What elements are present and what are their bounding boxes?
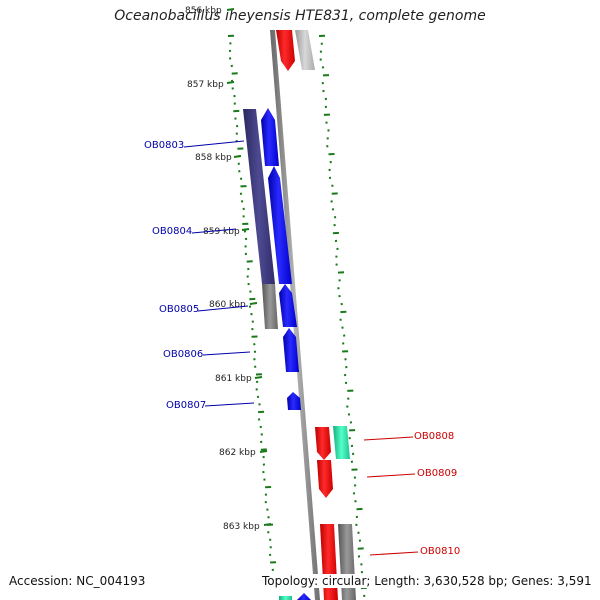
kbp-tick-856 <box>226 8 235 11</box>
gc-skew-track-right <box>318 34 367 597</box>
position-ticks: 856 kbp 857 kbp 858 kbp 859 kbp 860 kbp … <box>185 6 272 532</box>
gene-label-ob0804[interactable]: OB0804 <box>152 226 192 237</box>
kbp-tick-860 <box>249 302 258 305</box>
leader-line-ob0809 <box>366 473 416 478</box>
kbp-label-863: 863 kbp <box>223 522 260 532</box>
kbp-label-857: 857 kbp <box>187 80 224 90</box>
kbp-tick-858 <box>233 155 242 158</box>
leader-line-ob0804 <box>191 228 237 234</box>
gc-skew-track-left <box>227 34 277 571</box>
kbp-label-856: 856 kbp <box>185 6 222 16</box>
gene-arrow-top-red[interactable] <box>276 30 295 71</box>
leader-line-ob0810 <box>369 551 419 556</box>
cog-bar-ob0803-ob0804 <box>243 109 275 284</box>
kbp-tick-862 <box>259 450 268 453</box>
kbp-label-861: 861 kbp <box>215 374 252 384</box>
gene-arrow-ob0804[interactable] <box>268 166 292 284</box>
gene-arrow-ob0807[interactable] <box>287 392 301 410</box>
leader-line-ob0808 <box>363 436 414 441</box>
kbp-tick-857 <box>226 81 235 84</box>
gene-arrow-bottom-blue <box>297 593 311 600</box>
genome-title: Oceanobacillus iheyensis HTE831, complet… <box>114 8 486 24</box>
gene-arrow-ob0808[interactable] <box>315 427 331 460</box>
leader-line-ob0806 <box>202 351 251 356</box>
genome-summary-text: Topology: circular; Length: 3,630,528 bp… <box>262 574 592 588</box>
gene-label-ob0810[interactable]: OB0810 <box>420 546 460 557</box>
gene-label-ob0809[interactable]: OB0809 <box>417 468 457 479</box>
cog-bar-ob0810 <box>338 524 356 600</box>
kbp-label-858: 858 kbp <box>195 153 232 163</box>
gene-label-ob0807[interactable]: OB0807 <box>166 400 206 411</box>
leader-line-ob0807 <box>204 402 255 407</box>
gene-label-ob0805[interactable]: OB0805 <box>159 304 199 315</box>
gene-arrow-ob0810[interactable] <box>320 524 338 600</box>
gene-arrow-ob0805[interactable] <box>279 284 297 327</box>
gene-arrow-bottom-teal <box>279 596 292 600</box>
kbp-tick-861 <box>254 376 263 379</box>
cog-bar-top <box>295 30 315 70</box>
leader-line-ob0803 <box>183 140 245 148</box>
gene-arrow-ob0803[interactable] <box>261 108 279 166</box>
cog-bar-ob0808 <box>333 426 350 459</box>
kbp-tick-863 <box>263 523 272 526</box>
gene-arrow-ob0809[interactable] <box>317 460 333 498</box>
gene-label-ob0808[interactable]: OB0808 <box>414 431 454 442</box>
kbp-label-862: 862 kbp <box>219 448 256 458</box>
gene-label-ob0803[interactable]: OB0803 <box>144 140 184 151</box>
cog-bar-ob0805 <box>262 284 278 329</box>
kbp-label-860: 860 kbp <box>209 300 246 310</box>
leader-line-ob0805 <box>197 305 249 312</box>
kbp-label-859: 859 kbp <box>203 227 240 237</box>
gene-labels: OB0803 OB0804 OB0805 OB0806 OB0807 OB080… <box>144 140 460 557</box>
gene-arrow-ob0806[interactable] <box>283 328 299 372</box>
kbp-tick-859 <box>241 228 250 231</box>
accession-text: Accession: NC_004193 <box>9 574 146 588</box>
gene-label-ob0806[interactable]: OB0806 <box>163 349 203 360</box>
